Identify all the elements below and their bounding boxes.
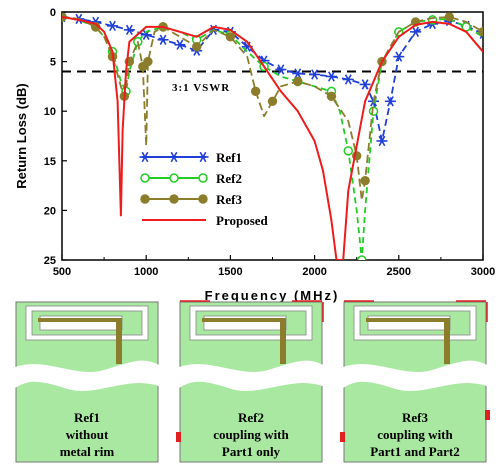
antenna-panels: Ref1 without metal rim Ref2 coupling with Par… (13, 300, 490, 463)
y-tick-label: 25 (44, 255, 56, 267)
legend-marker (169, 194, 179, 204)
x-tick-label: 1000 (134, 266, 158, 278)
antenna-panel-2: Ref2 coupling with Part1 only (176, 300, 325, 463)
data-point-ref1 (309, 69, 321, 80)
panel-label-line2: coupling with (377, 427, 453, 442)
data-point-ref1 (157, 34, 169, 45)
legend-marker (140, 194, 150, 204)
feed-strip-horizontal (38, 318, 120, 322)
x-tick-label: 1500 (218, 266, 242, 278)
data-point-ref3 (250, 86, 261, 97)
x-axis-title: Frequency (MHz) (205, 288, 340, 303)
x-tick-label: 3000 (471, 266, 495, 278)
feed-strip-horizontal (366, 318, 448, 322)
reference-line-label: 3:1 VSWR (172, 82, 230, 94)
panel-label-line3: Part1 only (222, 444, 281, 459)
legend-item-ref1: Ref1 (139, 150, 242, 165)
legend: Ref1 Ref2 Ref3 Proposed (139, 150, 269, 228)
y-tick-label: 20 (44, 205, 56, 217)
legend-item-proposed: Proposed (142, 213, 269, 228)
panel-label-line1: Ref1 (74, 410, 100, 425)
panel-label-line2: without (66, 427, 109, 442)
data-point-ref3 (478, 27, 483, 37)
data-point-ref1 (275, 64, 287, 75)
panel-label-line3: Part1 and Part2 (370, 444, 460, 459)
panel-label-line1: Ref3 (402, 410, 428, 425)
legend-label: Ref3 (216, 192, 242, 207)
x-tick-label: 2500 (387, 266, 411, 278)
feed-strip-horizontal (202, 318, 284, 322)
panel-label-line3: metal rim (60, 444, 115, 459)
data-point-ref3 (225, 32, 236, 42)
legend-item-ref3: Ref3 (140, 192, 242, 207)
legend-marker (197, 151, 209, 163)
plot-area: 500 1000 1500 2000 2500 3000 0 5 10 15 20 25 3:1 VS… (14, 7, 495, 303)
legend-marker (169, 173, 179, 183)
data-point-ref1 (325, 71, 337, 82)
data-point-ref1 (292, 68, 304, 79)
data-point-ref1 (123, 24, 135, 36)
data-point-ref1 (342, 74, 354, 85)
y-tick-label: 0 (50, 7, 56, 19)
x-tick-label: 2000 (302, 266, 326, 278)
legend-marker (198, 194, 208, 204)
y-tick-label: 10 (44, 106, 56, 118)
series-group (62, 12, 483, 260)
feed-strip-vertical (116, 318, 122, 364)
ticks-group: 500 1000 1500 2000 2500 3000 0 5 10 15 20 25 (44, 7, 495, 278)
data-point-ref1 (174, 39, 186, 50)
series-line-proposed (62, 16, 483, 260)
data-point-ref3 (444, 12, 455, 22)
antenna-panel-1: Ref1 without metal rim (13, 301, 161, 463)
legend-label: Ref2 (216, 171, 242, 186)
data-point-ref2 (343, 146, 354, 156)
data-point-ref1 (393, 51, 405, 62)
data-point-ref1 (384, 96, 396, 107)
break-band (177, 360, 325, 392)
legend-marker (139, 151, 151, 163)
break-band (13, 360, 161, 392)
data-point-ref3 (143, 56, 153, 67)
feed-strip-vertical (444, 318, 450, 364)
series-proposed (62, 16, 483, 260)
series-line-ref3 (62, 16, 483, 202)
legend-marker (168, 151, 180, 163)
data-point-ref2 (357, 255, 367, 260)
metal-rim-part1 (340, 432, 345, 442)
legend-marker (198, 173, 208, 183)
feed-strip-vertical (280, 318, 286, 364)
x-tick-label: 500 (53, 266, 71, 278)
series-line-ref2 (62, 16, 483, 260)
break-band (341, 360, 489, 392)
legend-marker (140, 173, 150, 183)
legend-label: Ref1 (216, 150, 242, 165)
panel-label-line1: Ref2 (238, 410, 264, 425)
legend-label: Proposed (216, 213, 269, 228)
metal-rim-part1 (176, 432, 181, 442)
data-point-ref1 (359, 79, 371, 90)
metal-rim-part2 (485, 410, 490, 420)
data-point-ref1 (376, 135, 388, 147)
data-point-ref3 (360, 175, 370, 186)
data-point-ref1 (410, 26, 422, 38)
legend-item-ref2: Ref2 (140, 171, 242, 186)
series-line-ref1 (62, 16, 483, 142)
y-tick-label: 15 (44, 156, 56, 168)
data-point-ref3 (326, 91, 337, 102)
series-ref1 (62, 12, 483, 147)
y-axis-title: Return Loss (dB) (14, 83, 29, 188)
data-point-ref3 (192, 42, 202, 52)
data-point-ref1 (107, 20, 119, 32)
plot-frame (61, 11, 484, 261)
antenna-panel-3: Ref3 coupling with Part1 and Part2 (340, 300, 490, 463)
data-point-ref3 (267, 96, 278, 106)
panel-label-line2: coupling with (213, 427, 289, 442)
data-point-ref3 (293, 76, 303, 87)
y-tick-label: 5 (50, 57, 56, 69)
